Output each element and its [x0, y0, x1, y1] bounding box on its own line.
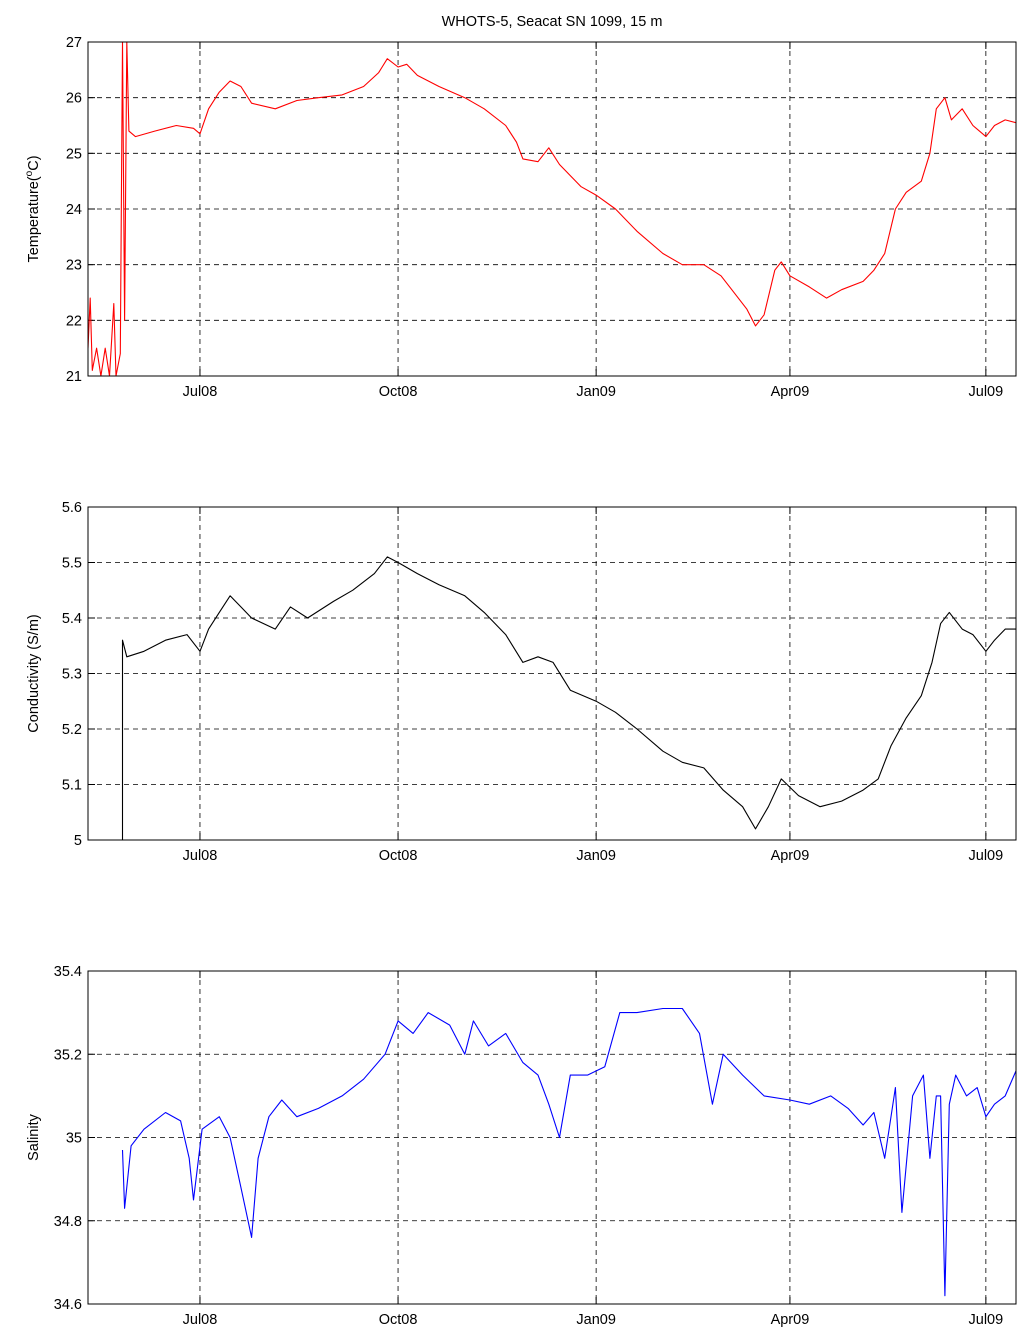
y-tick-label: 35.2: [54, 1047, 82, 1063]
y-tick-label: 5.2: [62, 722, 82, 738]
x-tick-label: Jul09: [969, 848, 1004, 864]
y-axis-label: Conductivity (S/m): [26, 614, 42, 732]
x-tick-label: Apr09: [771, 384, 810, 400]
y-tick-label: 5.1: [62, 778, 82, 794]
y-tick-label: 5: [74, 833, 82, 849]
x-tick-label: Jul09: [969, 1312, 1004, 1328]
y-tick-label: 25: [66, 146, 82, 162]
y-axis-label-superscript: o: [24, 170, 35, 176]
y-axis-label-main: Temperature(: [26, 176, 42, 262]
data-series-line-1-1: [88, 42, 1016, 376]
x-tick-label: Jul08: [183, 848, 218, 864]
x-tick-label: Jan09: [576, 1312, 616, 1328]
y-tick-label: 5.6: [62, 500, 82, 516]
x-tick-label: Oct08: [379, 848, 418, 864]
y-tick-label: 34.8: [54, 1214, 82, 1230]
y-tick-label: 5.4: [62, 611, 82, 627]
x-tick-label: Jul08: [183, 384, 218, 400]
data-series-line-2-1: [121, 556, 1016, 840]
y-axis-label: Salinity: [26, 1113, 42, 1160]
y-tick-label: 27: [66, 35, 82, 51]
x-tick-label: Jan09: [576, 384, 616, 400]
y-tick-label: 35: [66, 1131, 82, 1147]
figure-title: WHOTS-5, Seacat SN 1099, 15 m: [442, 14, 663, 30]
x-tick-label: Oct08: [379, 384, 418, 400]
y-tick-label: 5.5: [62, 556, 82, 572]
x-tick-label: Jul09: [969, 384, 1004, 400]
x-tick-label: Jul08: [183, 1312, 218, 1328]
y-axis-label-end: C): [26, 155, 42, 170]
y-axis-label: Temperature(oC): [24, 155, 42, 262]
data-series-line-3-1: [121, 1007, 1016, 1297]
chart-panel-1: Jul08 Oct08 Jan09 Apr09 Jul09 21 22 23 24 25 26 27 T…: [24, 35, 1017, 400]
axes-frame: [87, 41, 1017, 377]
y-tick-label: 34.6: [54, 1297, 82, 1313]
x-tick-label: Jan09: [576, 848, 616, 864]
chart-panels: Jul08 Oct08 Jan09 Apr09 Jul09 21 22 23 24 25 26 27 T…: [24, 35, 1017, 1328]
y-tick-label: 35.4: [54, 964, 82, 980]
axes-frame: [87, 506, 1017, 841]
y-tick-label: 21: [66, 369, 82, 385]
chart-panel-2: Jul08 Oct08 Jan09 Apr09 Jul09 5 5.1 5.2 5.3 5.4 5.…: [26, 500, 1017, 864]
chart-panel-3: Jul08 Oct08 Jan09 Apr09 Jul09 34.6 34.8 35 35.2 3…: [26, 964, 1017, 1328]
y-tick-label: 26: [66, 91, 82, 107]
axes-frame: [87, 970, 1017, 1305]
x-tick-label: Apr09: [771, 1312, 810, 1328]
y-tick-label: 22: [66, 313, 82, 329]
y-tick-label: 24: [66, 202, 82, 218]
x-tick-label: Oct08: [379, 1312, 418, 1328]
y-tick-label: 5.3: [62, 667, 82, 683]
x-tick-label: Apr09: [771, 848, 810, 864]
y-tick-label: 23: [66, 258, 82, 274]
